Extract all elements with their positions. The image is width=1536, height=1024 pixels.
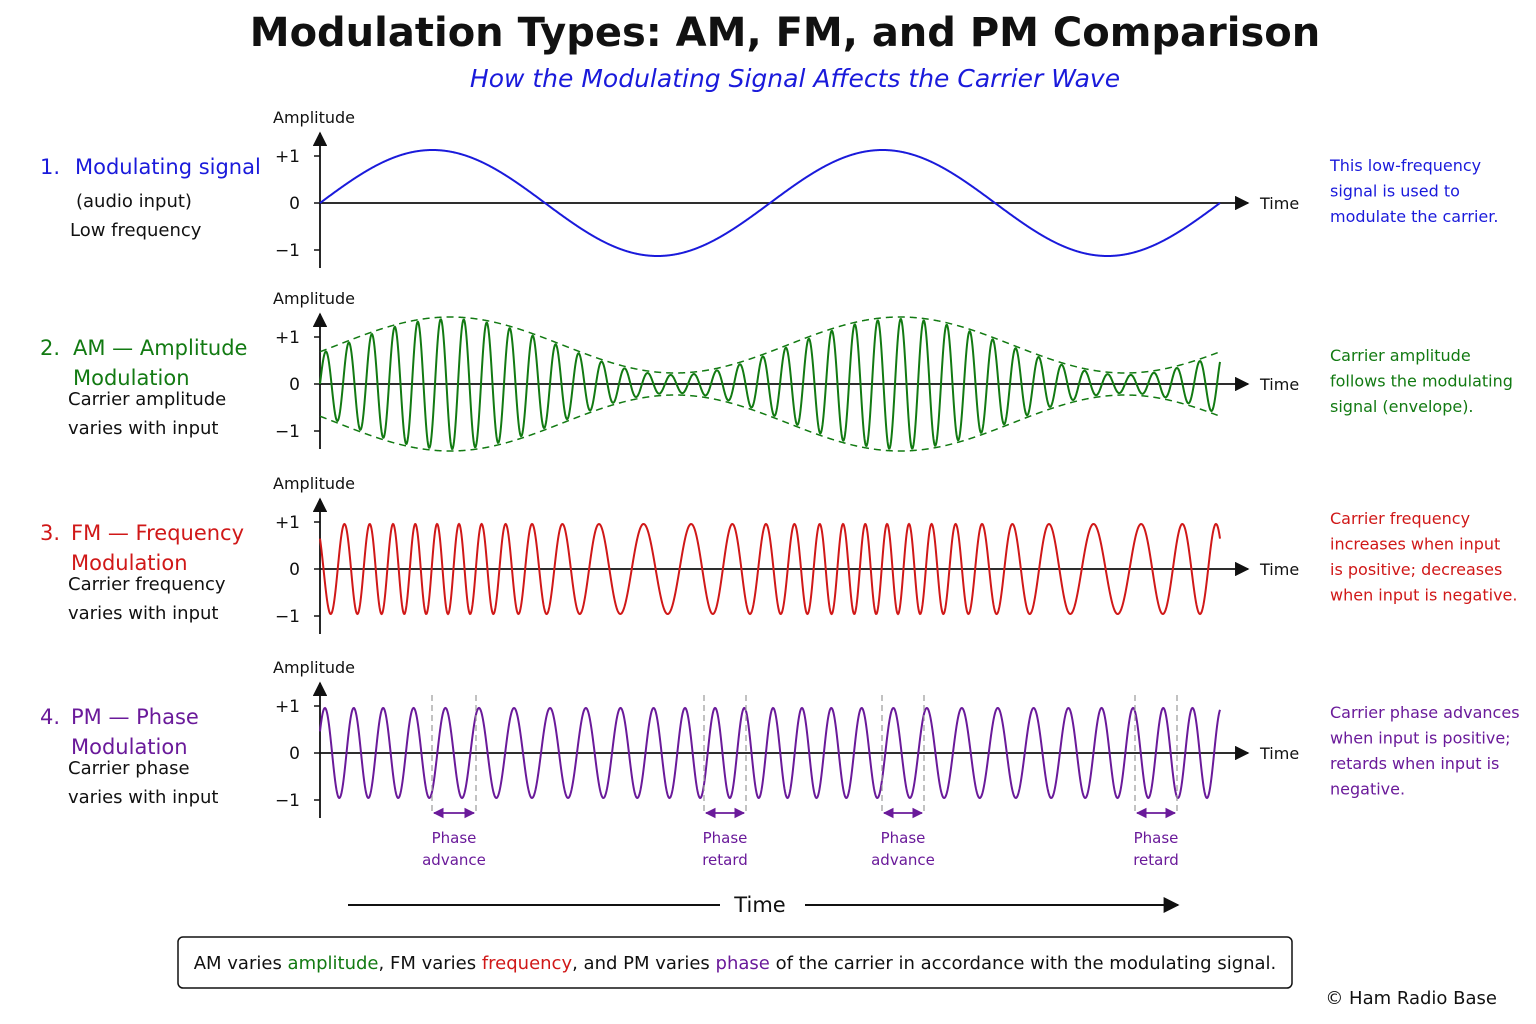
panels: 1. Modulating signal (audio input) Low freq… <box>40 108 1520 869</box>
panel-note: Carrier amplitude <box>1330 346 1471 365</box>
panel-title: Modulation <box>71 735 188 759</box>
panel-note: signal is used to <box>1330 182 1460 201</box>
time-label: Time <box>733 893 785 917</box>
summary-part: of the carrier in accordance with the mo… <box>770 953 1276 974</box>
title: Modulation Types: AM, FM, and PM Compari… <box>250 10 1320 56</box>
subtitle: How the Modulating Signal Affects the Ca… <box>470 64 1120 93</box>
y-axis-label: Amplitude <box>273 658 355 677</box>
y-tick-label: −1 <box>275 791 300 811</box>
panel-title: Modulation <box>71 551 188 575</box>
y-tick-label: −1 <box>275 607 300 627</box>
summary-part: amplitude <box>288 953 379 974</box>
panel-note: This low-frequency <box>1329 156 1481 175</box>
panel-number: 2. <box>40 336 60 360</box>
summary-part: , and PM varies <box>572 953 715 974</box>
panel-description: Carrier frequency <box>68 574 226 595</box>
waveform <box>319 149 1221 257</box>
summary-part: , FM varies <box>379 953 482 974</box>
phase-label: Phase <box>881 829 926 847</box>
phase-label: advance <box>871 851 935 869</box>
panel-title: Modulation <box>73 366 190 390</box>
panel-description: varies with input <box>68 787 218 808</box>
y-axis-label: Amplitude <box>273 474 355 493</box>
panel-description: Carrier amplitude <box>68 389 226 410</box>
panel-note: Carrier frequency <box>1330 509 1470 528</box>
panel-number: 4. <box>40 705 60 729</box>
y-tick-label: +1 <box>275 513 300 533</box>
panel-note: modulate the carrier. <box>1330 207 1498 226</box>
y-tick-label: −1 <box>275 241 300 261</box>
y-axis-label: Amplitude <box>273 289 355 308</box>
panel-number: 1. <box>40 155 60 179</box>
summary-part: AM varies <box>194 953 288 974</box>
x-axis-label: Time <box>1259 375 1299 394</box>
panel-note: is positive; decreases <box>1330 560 1502 579</box>
panel-note: negative. <box>1330 780 1405 799</box>
phase-label: Phase <box>432 829 477 847</box>
panel-title: PM — Phase <box>71 705 199 729</box>
phase-label: Phase <box>703 829 748 847</box>
panel-title: Modulating signal <box>75 155 261 179</box>
summary-part: phase <box>716 953 770 974</box>
waveform <box>319 522 1221 616</box>
y-tick-label: +1 <box>275 697 300 717</box>
panel-title: AM — Amplitude <box>73 336 247 360</box>
envelope <box>319 316 1221 374</box>
phase-label: retard <box>1133 851 1179 869</box>
y-tick-label: 0 <box>289 744 300 764</box>
panel: 1. Modulating signal (audio input) Low freq… <box>40 108 1498 268</box>
summary: AM varies amplitude, FM varies frequency… <box>194 953 1277 974</box>
panel-note: when input is positive; <box>1330 729 1511 748</box>
panel-description: (audio input) <box>76 191 192 212</box>
x-axis-label: Time <box>1259 744 1299 763</box>
panel-note: increases when input <box>1330 535 1500 554</box>
panel-note: retards when input is <box>1330 754 1499 773</box>
phase-label: advance <box>422 851 486 869</box>
x-axis-label: Time <box>1259 560 1299 579</box>
panel-note: follows the modulating <box>1330 372 1513 391</box>
waveform <box>319 706 1221 800</box>
y-tick-label: 0 <box>289 560 300 580</box>
y-tick-label: +1 <box>275 147 300 167</box>
phase-label: retard <box>702 851 748 869</box>
y-axis-label: Amplitude <box>273 108 355 127</box>
summary-part: frequency <box>482 953 573 974</box>
phase-label: Phase <box>1134 829 1179 847</box>
panel-note: Carrier phase advances <box>1330 703 1520 722</box>
y-tick-label: −1 <box>275 422 300 442</box>
y-tick-label: 0 <box>289 375 300 395</box>
panel-note: when input is negative. <box>1330 586 1517 605</box>
panel-description: Carrier phase <box>68 758 190 779</box>
credit: © Ham Radio Base <box>1325 988 1497 1009</box>
panel-number: 3. <box>40 521 60 545</box>
panel-note: signal (envelope). <box>1330 397 1474 416</box>
panel-title: FM — Frequency <box>71 521 244 545</box>
panel-description: Low frequency <box>70 220 202 241</box>
x-axis-label: Time <box>1259 194 1299 213</box>
y-tick-label: 0 <box>289 194 300 214</box>
panel-description: varies with input <box>68 603 218 624</box>
y-tick-label: +1 <box>275 328 300 348</box>
panel-description: varies with input <box>68 418 218 439</box>
summary-box <box>177 936 1293 989</box>
waveform <box>319 318 1221 450</box>
